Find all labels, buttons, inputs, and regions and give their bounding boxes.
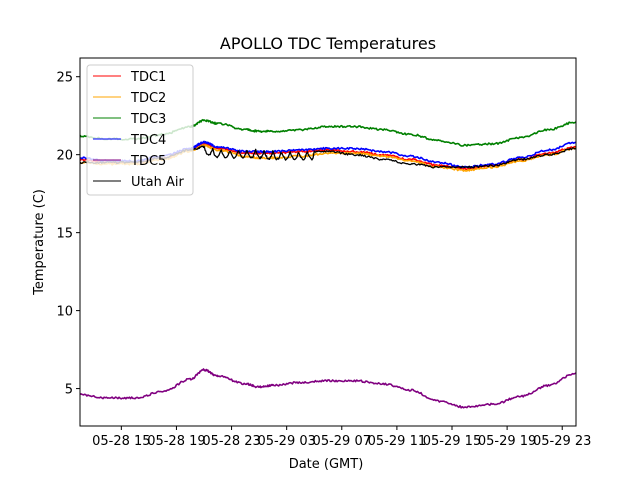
x-tick-label: 05-29 23 [533, 434, 591, 449]
legend: TDC1 TDC2 TDC3 TDC4 TDC5 Utah Air [86, 64, 194, 196]
legend-label: TDC1 [130, 70, 166, 85]
y-axis-title: Temperature (C) [32, 189, 47, 296]
legend-label: TDC4 [130, 133, 166, 148]
x-tick-label: 05-29 03 [257, 434, 315, 449]
x-tick-label: 05-28 19 [147, 434, 205, 449]
legend-label: TDC3 [130, 112, 166, 127]
y-tick-label: 10 [56, 305, 73, 320]
y-axis: 5 10 15 20 25 [56, 71, 80, 398]
x-tick-label: 05-28 23 [202, 434, 260, 449]
x-tick-label: 05-29 11 [368, 434, 426, 449]
chart-title: APOLLO TDC Temperatures [220, 34, 436, 53]
x-axis-title: Date (GMT) [289, 457, 364, 472]
axes-frame [79, 57, 577, 427]
x-tick-label: 05-29 19 [478, 434, 536, 449]
x-tick-label: 05-28 15 [92, 434, 150, 449]
y-tick-label: 5 [65, 383, 73, 398]
y-tick-label: 20 [56, 149, 73, 164]
legend-label: Utah Air [131, 175, 184, 190]
legend-label: TDC5 [130, 154, 166, 169]
y-tick-label: 25 [56, 71, 73, 86]
y-tick-label: 15 [56, 227, 73, 242]
x-tick-label: 05-29 15 [423, 434, 481, 449]
x-tick-label: 05-29 07 [313, 434, 371, 449]
series-line-tdc5 [79, 368, 577, 409]
legend-label: TDC2 [130, 91, 166, 106]
